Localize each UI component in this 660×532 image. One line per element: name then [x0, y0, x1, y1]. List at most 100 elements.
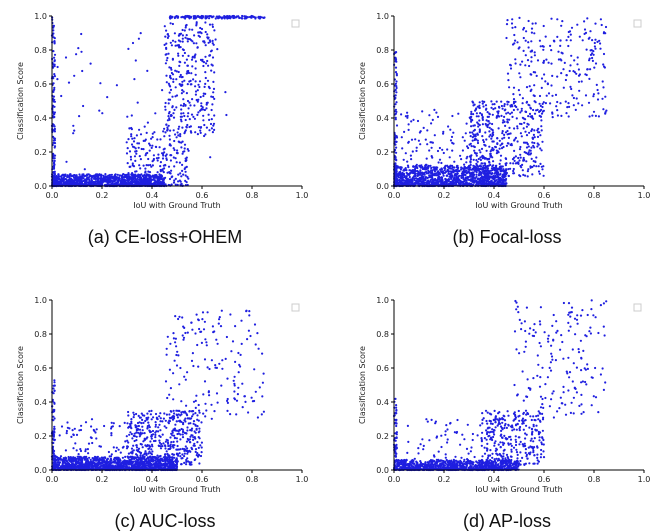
data-point	[502, 181, 504, 183]
data-point	[478, 119, 480, 121]
data-point	[171, 44, 173, 46]
data-point	[77, 47, 79, 49]
data-point	[259, 17, 261, 19]
data-point	[493, 103, 495, 105]
data-point	[588, 38, 590, 40]
y-tick-label: 0.8	[34, 46, 47, 55]
data-point	[169, 178, 171, 180]
data-point	[206, 60, 208, 62]
data-point	[187, 112, 189, 114]
data-point	[506, 101, 508, 103]
data-point	[202, 108, 204, 110]
data-point	[555, 105, 557, 107]
data-point	[165, 48, 167, 50]
data-point	[149, 164, 151, 166]
data-point	[513, 98, 515, 100]
data-point	[203, 124, 205, 126]
data-point	[506, 145, 508, 147]
data-point	[543, 101, 545, 103]
data-point	[602, 63, 604, 65]
data-point	[477, 142, 479, 144]
data-point	[171, 176, 173, 178]
data-point	[191, 65, 193, 67]
data-point	[141, 148, 143, 150]
data-point	[479, 179, 481, 181]
data-point	[133, 78, 135, 80]
data-point	[505, 112, 507, 114]
data-point	[446, 148, 448, 150]
data-point	[430, 167, 432, 169]
data-point	[484, 145, 486, 147]
data-point	[225, 114, 227, 116]
data-point	[75, 53, 77, 55]
data-point	[170, 154, 172, 156]
data-point	[213, 71, 215, 73]
data-point	[488, 135, 490, 137]
data-point	[599, 42, 601, 44]
data-point	[575, 73, 577, 75]
data-point	[155, 146, 157, 148]
data-point	[54, 130, 56, 132]
data-point	[451, 150, 453, 152]
data-point	[126, 183, 128, 185]
data-point	[197, 84, 199, 86]
data-point	[418, 140, 420, 142]
data-point	[439, 180, 441, 182]
data-point	[186, 59, 188, 61]
data-point	[459, 180, 461, 182]
y-tick-label: 0.2	[376, 148, 389, 157]
x-tick-label: 1.0	[638, 191, 651, 200]
data-point	[441, 149, 443, 151]
data-point	[500, 101, 502, 103]
data-point	[417, 180, 419, 182]
data-point	[542, 49, 544, 51]
data-point	[396, 73, 398, 75]
data-point	[53, 177, 55, 179]
data-point	[526, 86, 528, 88]
data-point	[244, 15, 246, 17]
data-point	[52, 452, 54, 454]
data-point	[53, 73, 55, 75]
data-point	[408, 174, 410, 176]
data-point	[508, 137, 510, 139]
data-point	[560, 115, 562, 117]
data-point	[208, 86, 210, 88]
data-point	[447, 125, 449, 127]
data-point	[99, 82, 101, 84]
data-point	[182, 34, 184, 36]
data-point	[507, 133, 509, 135]
data-point	[576, 97, 578, 99]
data-point	[202, 119, 204, 121]
data-point	[193, 42, 195, 44]
data-point	[410, 155, 412, 157]
data-point	[555, 94, 557, 96]
data-point	[560, 25, 562, 27]
data-point	[168, 102, 170, 104]
x-tick-label: 0.4	[488, 191, 501, 200]
data-point	[183, 115, 185, 117]
data-point	[185, 119, 187, 121]
data-point	[530, 40, 532, 42]
data-point	[207, 37, 209, 39]
data-point	[185, 171, 187, 173]
data-point	[527, 115, 529, 117]
data-point	[175, 86, 177, 88]
y-tick-label: 0.8	[376, 46, 389, 55]
y-tick-label: 1.0	[376, 12, 389, 21]
data-point	[442, 172, 444, 174]
data-point	[189, 16, 191, 18]
data-point	[586, 74, 588, 76]
data-point	[476, 112, 478, 114]
data-point	[543, 110, 545, 112]
data-point	[529, 85, 531, 87]
data-point	[189, 104, 191, 106]
data-point	[532, 109, 534, 111]
data-point	[173, 179, 175, 181]
data-point	[549, 45, 551, 47]
data-point	[478, 174, 480, 176]
data-point	[523, 122, 525, 124]
data-point	[127, 48, 129, 50]
data-point	[53, 89, 55, 91]
data-point	[154, 112, 156, 114]
data-point	[568, 115, 570, 117]
